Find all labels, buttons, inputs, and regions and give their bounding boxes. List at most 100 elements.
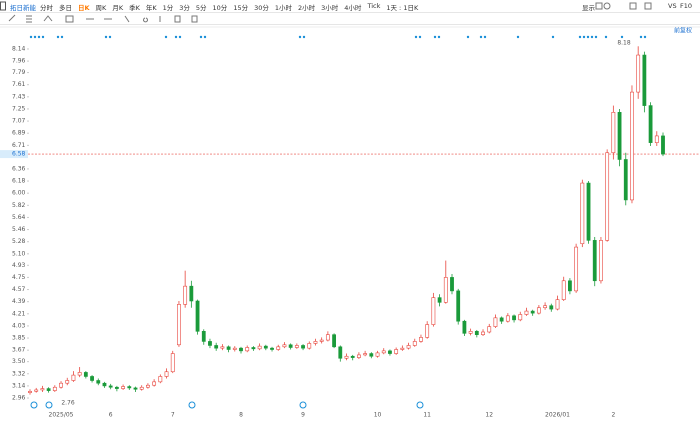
candle-body <box>481 331 485 335</box>
candle-body <box>77 372 82 376</box>
y-tick-label: 5.64 <box>12 214 26 221</box>
period-button[interactable]: 3分 <box>179 4 190 12</box>
candle-body <box>301 345 305 349</box>
candle-body <box>139 386 144 390</box>
period-button[interactable]: 月K <box>112 4 124 12</box>
candle-body <box>34 389 39 392</box>
candle-body <box>195 300 200 332</box>
y-tick-label: 5.10 <box>12 250 26 257</box>
candle-body <box>580 182 585 245</box>
y-tick-label: 3.14 <box>12 382 26 389</box>
period-button[interactable]: 10分 <box>212 4 228 12</box>
candle-body <box>468 331 473 334</box>
candle-body <box>251 347 256 350</box>
candle-body <box>400 347 405 350</box>
candle-body <box>102 382 107 387</box>
toolbar: 拓日新能 显示 VS F10 分时 多日 日K 周K 月K 季K 年K 1分 3分 5分 10分 15… <box>0 0 700 13</box>
candle-body <box>257 345 262 350</box>
candle-body <box>177 304 181 346</box>
candle-body <box>313 341 318 344</box>
candle-body <box>40 388 45 391</box>
x-tick-label: 6 <box>109 412 113 419</box>
candle-body <box>549 305 554 310</box>
candle-body <box>288 344 293 348</box>
icon <box>0 1 6 11</box>
candle-body <box>450 277 454 292</box>
candle-body <box>83 372 88 377</box>
candle-body <box>158 376 163 383</box>
toolbar-button[interactable]: 显示 <box>582 4 595 12</box>
y-tick-label: 7.07 <box>12 118 26 125</box>
candle-body <box>487 326 492 333</box>
max-label: 8.18 <box>617 40 631 47</box>
candle-body <box>574 246 579 292</box>
y-tick-label: 4.21 <box>12 310 26 317</box>
candle-body <box>394 349 399 354</box>
period-button[interactable]: 15分 <box>233 4 249 12</box>
period-button[interactable]: 3小时 <box>321 4 339 12</box>
y-tick-label: 7.96 <box>12 58 26 65</box>
period-button[interactable]: 周K <box>95 4 107 12</box>
period-button[interactable]: 1小时 <box>274 4 293 12</box>
y-tick-label: 4.93 <box>12 262 26 269</box>
y-tick-label: 5.82 <box>12 202 26 209</box>
adjust-label[interactable]: 前复权 <box>674 27 692 35</box>
candle-body <box>294 345 299 348</box>
y-tick-label: 6.89 <box>12 130 26 137</box>
candle-body <box>456 290 461 322</box>
candle-body <box>412 341 417 346</box>
candle-body <box>59 382 63 388</box>
candle-body <box>536 307 541 314</box>
y-tick-label: 3.32 <box>12 370 26 377</box>
period-button[interactable]: Tick <box>367 2 381 10</box>
candle-body <box>90 376 94 381</box>
candle-body <box>338 346 343 359</box>
period-button[interactable]: 5分 <box>195 4 207 12</box>
y-tick-label: 7.25 <box>12 105 26 112</box>
stock-name[interactable]: 拓日新能 <box>10 4 36 12</box>
y-tick-label: 7.61 <box>12 81 26 88</box>
candle-body <box>52 386 57 391</box>
y-tick-label: 3.85 <box>12 335 26 342</box>
candle-body <box>623 159 628 201</box>
candle-body <box>282 344 287 348</box>
candle-body <box>543 305 547 309</box>
x-tick-label: 12 <box>485 412 493 419</box>
candle-body <box>499 317 504 322</box>
last-price-box <box>0 150 28 159</box>
toolbar-button[interactable]: VS <box>668 2 677 10</box>
candle-body <box>319 339 324 342</box>
y-tick-label: 7.43 <box>12 93 26 100</box>
y-tick-label: 2.96 <box>12 395 26 402</box>
candle-body <box>599 240 603 282</box>
toolbar-button[interactable]: F10 <box>680 2 693 10</box>
period-button[interactable]: 季K <box>129 4 140 12</box>
candle-body <box>170 353 175 373</box>
period-button[interactable]: 日K <box>78 4 90 12</box>
period-button[interactable]: 30分 <box>254 4 269 12</box>
candle-body <box>307 343 312 349</box>
period-button[interactable]: 分时 <box>40 4 53 12</box>
y-tick-label: 6.00 <box>12 190 26 197</box>
period-button[interactable]: 2小时 <box>298 4 316 12</box>
candle-body <box>611 112 616 154</box>
period-button[interactable]: 4小时 <box>344 4 362 12</box>
period-button[interactable]: 多日 <box>59 4 72 12</box>
period-button[interactable]: 1天 : 1日K <box>386 4 419 12</box>
period-button[interactable]: 1分 <box>162 4 174 12</box>
y-tick-label: 5.28 <box>12 238 26 245</box>
x-tick-label: 10 <box>374 412 382 419</box>
candle-body <box>381 350 386 354</box>
x-tick-label: 2 <box>611 412 615 419</box>
candle-body <box>369 353 374 357</box>
candle-body <box>617 112 622 160</box>
period-button[interactable]: 年K <box>145 4 157 12</box>
candle-body <box>636 54 641 93</box>
candle-body <box>46 388 51 391</box>
x-tick-label: 9 <box>301 412 305 419</box>
x-tick-label: 7 <box>171 412 175 419</box>
candle-body <box>642 54 647 106</box>
candle-body <box>325 334 330 341</box>
candle-body <box>96 380 101 384</box>
